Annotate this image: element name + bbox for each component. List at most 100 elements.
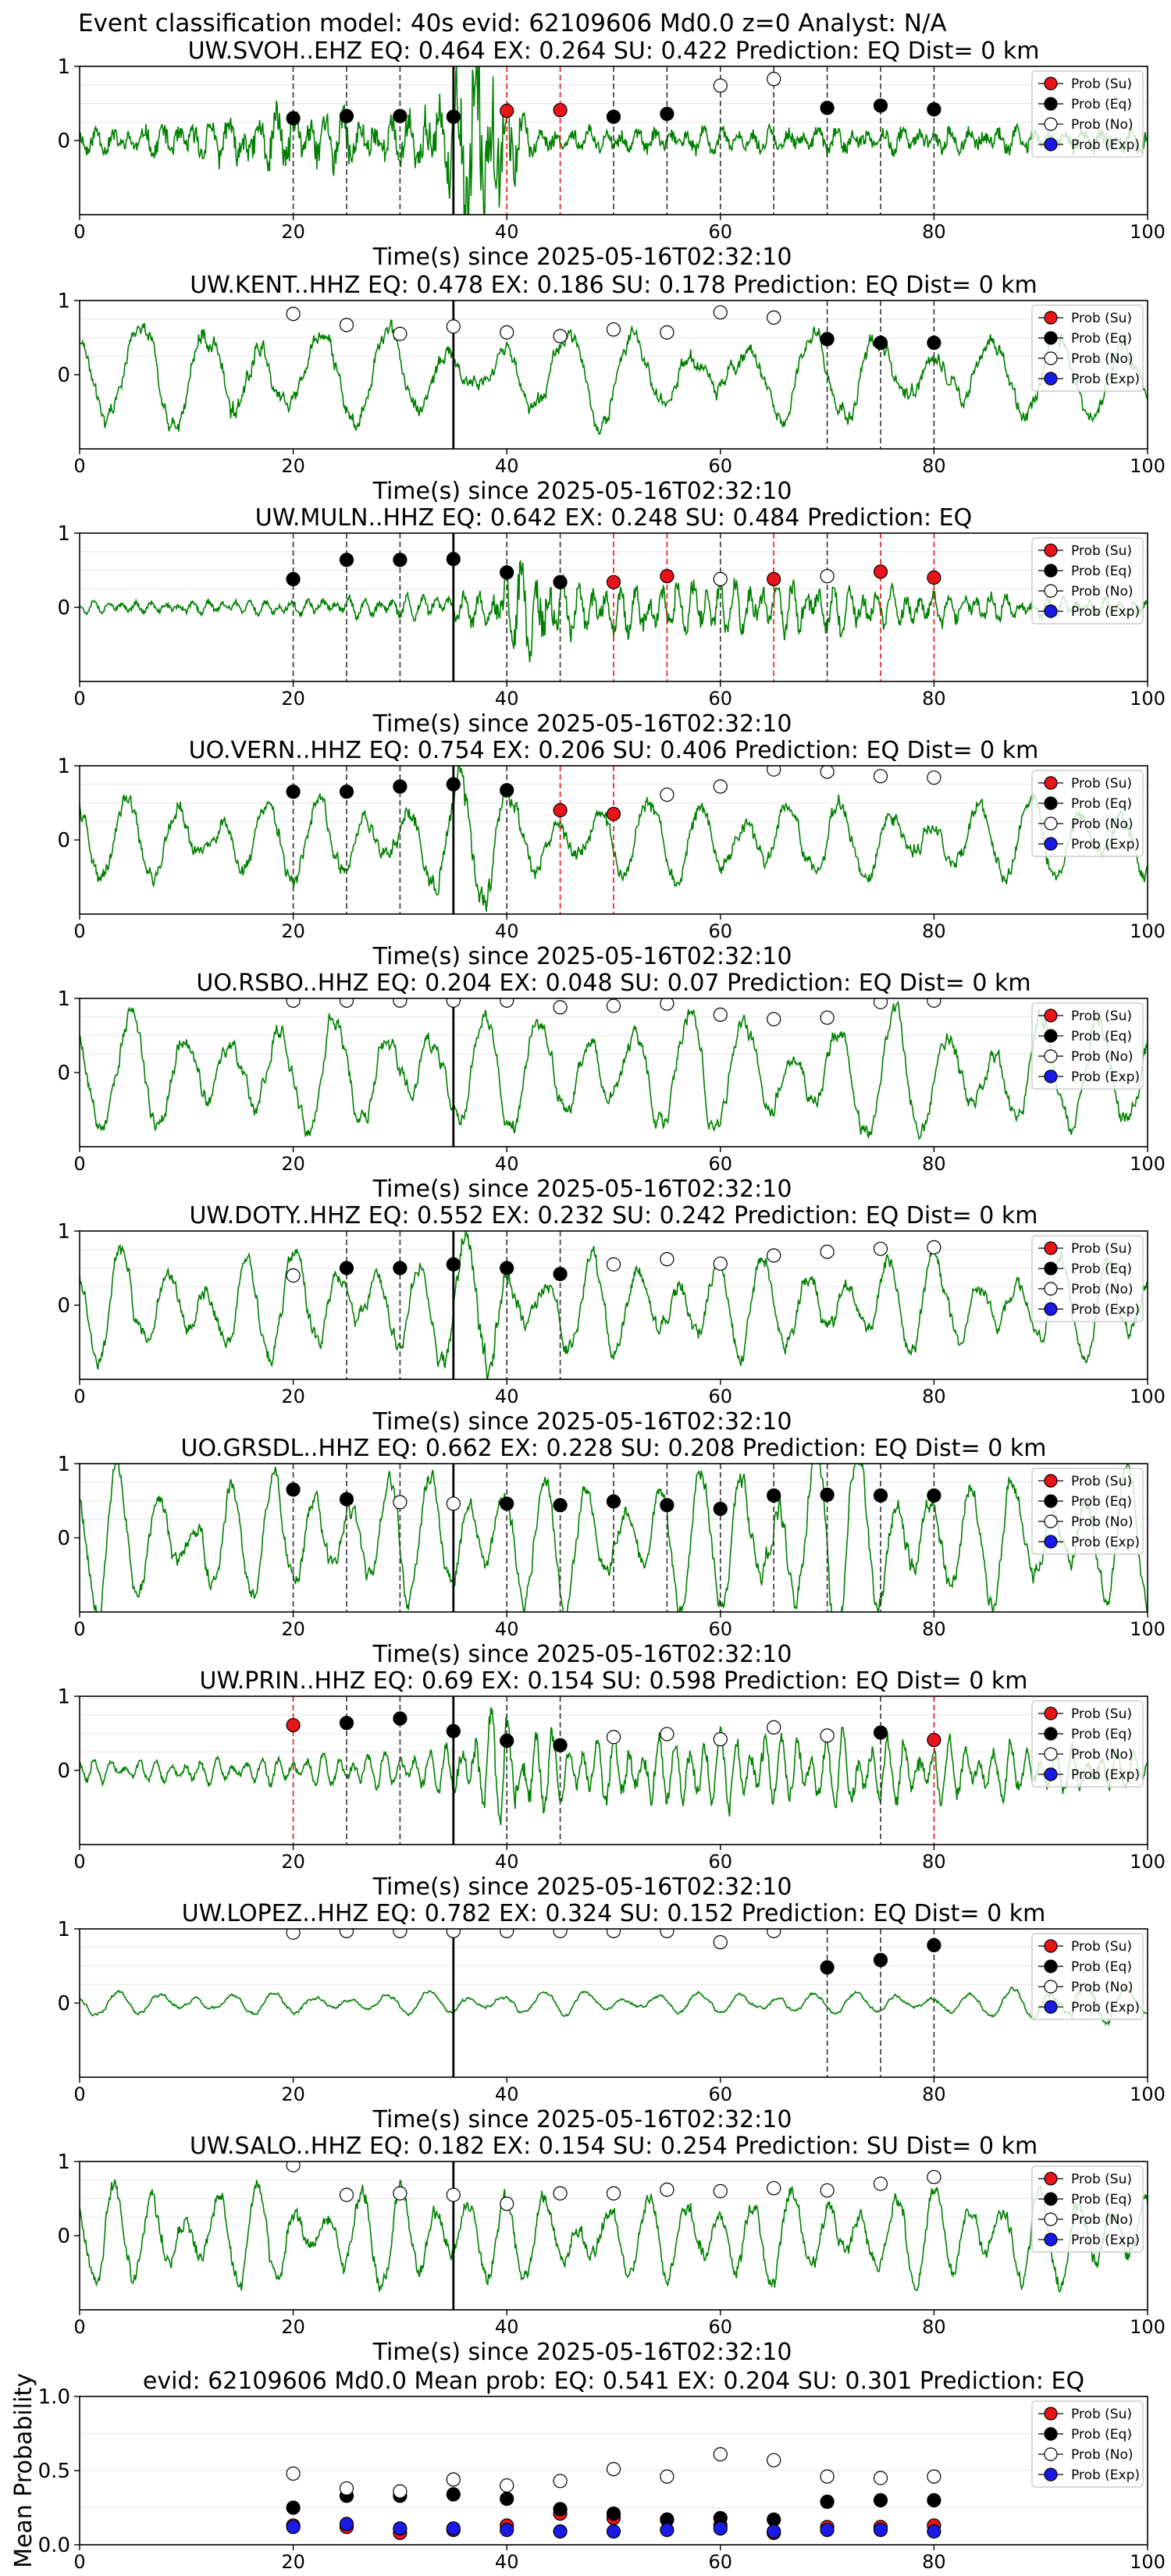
panel-1: UW.SVOH..EHZ EQ: 0.464 EX: 0.264 SU: 0.4… — [57, 37, 1165, 271]
y-tick-label: 1 — [57, 1918, 70, 1941]
prob-point-no — [553, 329, 568, 343]
y-tick-label: 0 — [57, 1992, 70, 2016]
legend-marker — [1044, 1727, 1058, 1741]
legend-marker — [1044, 1535, 1058, 1549]
legend-label: Prob (Eq) — [1071, 2427, 1132, 2443]
prob-point-eq — [446, 1257, 461, 1272]
legend-label: Prob (Su) — [1071, 543, 1132, 559]
prob-point-no — [820, 2183, 835, 2198]
prob-point-eq — [606, 109, 621, 124]
legend-marker — [1044, 604, 1058, 618]
legend-label: Prob (Exp) — [1071, 372, 1140, 387]
mean-point-no — [767, 2453, 781, 2467]
x-tick-label: 80 — [922, 920, 946, 942]
x-tick-label: 60 — [709, 1386, 733, 1407]
prob-point-su — [873, 564, 888, 579]
prob-point-eq — [393, 1261, 408, 1276]
prob-point-eq — [606, 1494, 621, 1509]
prob-point-eq — [286, 111, 301, 126]
prob-point-no — [660, 998, 674, 1011]
prob-point-su — [606, 806, 621, 821]
legend-label: Prob (Exp) — [1071, 2467, 1140, 2483]
x-tick-label: 100 — [1130, 688, 1166, 710]
legend-box — [1031, 1235, 1144, 1322]
prob-point-no — [713, 78, 728, 93]
legend-label: Prob (Su) — [1071, 311, 1132, 326]
panel-4: UO.VERN..HHZ EQ: 0.754 EX: 0.206 SU: 0.4… — [57, 737, 1165, 970]
legend-marker — [1044, 776, 1058, 790]
legend-marker — [1044, 2192, 1058, 2206]
prob-point-no — [393, 998, 408, 1008]
plot-area — [80, 1464, 1148, 1612]
prob-point-eq — [339, 1716, 354, 1731]
x-axis-label: Time(s) since 2025-05-16T02:32:10 — [372, 478, 792, 505]
x-tick-label: 0 — [73, 221, 85, 243]
legend-marker — [1044, 2467, 1058, 2482]
mean-point-eq — [873, 2492, 888, 2508]
y-tick-label: 1 — [57, 290, 70, 313]
x-tick-label: 20 — [281, 2551, 305, 2573]
x-tick-label: 0 — [73, 688, 85, 710]
mean-point-exp — [500, 2522, 514, 2538]
legend-label: Prob (Eq) — [1071, 2192, 1132, 2208]
legend-label: Prob (Exp) — [1071, 1302, 1140, 1318]
x-tick-label: 80 — [922, 455, 946, 477]
x-tick-label: 40 — [495, 455, 519, 477]
prob-point-no — [286, 998, 301, 1008]
prob-point-no — [393, 1929, 408, 1938]
legend-marker — [1044, 1049, 1058, 1063]
legend-label: Prob (Exp) — [1071, 2233, 1140, 2248]
prob-point-eq — [873, 1488, 888, 1503]
prob-point-eq — [446, 109, 461, 124]
prob-point-no — [660, 2183, 674, 2197]
x-tick-label: 60 — [709, 688, 733, 710]
legend-label: Prob (No) — [1071, 1282, 1134, 1297]
prob-point-eq — [553, 1738, 568, 1752]
y-tick-label: 1 — [57, 987, 70, 1011]
legend-box — [1031, 2400, 1144, 2488]
x-tick-label: 20 — [281, 1618, 305, 1640]
prob-point-no — [660, 1929, 674, 1938]
prob-point-su — [767, 571, 781, 587]
prob-point-no — [873, 1241, 888, 1256]
legend-marker — [1044, 2447, 1058, 2461]
prob-point-eq — [339, 553, 354, 568]
mean-point-exp — [606, 2524, 621, 2539]
legend-label: Prob (Su) — [1071, 1939, 1132, 1955]
prob-point-no — [713, 305, 728, 320]
prob-point-eq — [393, 1711, 408, 1726]
legend-marker — [1044, 564, 1058, 578]
x-tick-label: 40 — [495, 1386, 519, 1407]
prob-point-eq — [927, 1937, 941, 1952]
prob-point-no — [339, 318, 354, 333]
mean-point-no — [286, 2466, 301, 2481]
x-axis-label: Time(s) since 2025-05-16T02:32:10 — [372, 710, 792, 738]
mean-point-exp — [339, 2517, 354, 2532]
prob-point-su — [286, 1717, 301, 1733]
mean-point-eq — [286, 2500, 301, 2515]
prob-point-su — [927, 1732, 941, 1748]
x-tick-label: 80 — [922, 221, 946, 243]
plot-area — [80, 533, 1148, 681]
prob-point-no — [767, 1720, 781, 1735]
prob-point-no — [393, 2186, 408, 2201]
prob-point-eq — [500, 1733, 514, 1749]
legend-label: Prob (No) — [1071, 584, 1134, 600]
y-tick-label: 0 — [57, 596, 70, 620]
prob-point-no — [660, 1251, 674, 1267]
x-tick-label: 60 — [709, 920, 733, 942]
mean-point-eq — [606, 2507, 621, 2521]
prob-point-no — [553, 1929, 568, 1938]
legend-label: Prob (Eq) — [1071, 1959, 1132, 1975]
x-tick-label: 80 — [922, 2083, 946, 2105]
legend-marker — [1044, 1980, 1058, 1994]
prob-point-eq — [446, 552, 461, 567]
prob-point-eq — [873, 336, 888, 350]
legend-box — [1031, 1700, 1144, 1788]
prob-point-eq — [713, 1501, 728, 1517]
prob-point-eq — [820, 101, 835, 116]
x-tick-label: 60 — [709, 2316, 733, 2338]
x-tick-label: 40 — [495, 1153, 519, 1175]
x-tick-label: 40 — [495, 221, 519, 243]
prob-point-no — [500, 998, 514, 1008]
